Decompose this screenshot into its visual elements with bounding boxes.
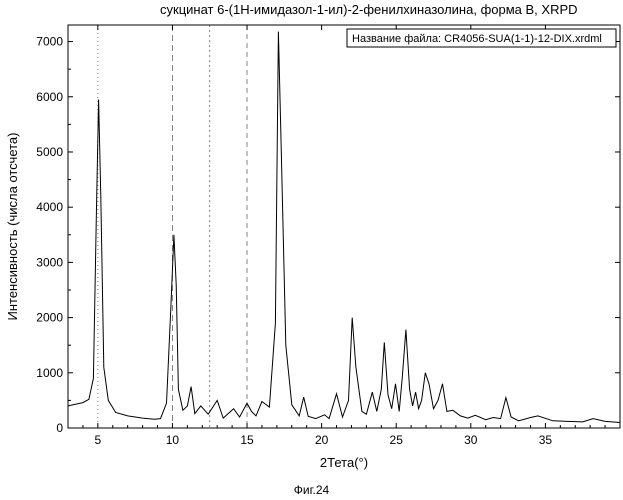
- plot-frame: [68, 25, 620, 428]
- y-tick-label-2000: 2000: [36, 311, 63, 325]
- y-tick-label-3000: 3000: [36, 255, 63, 269]
- y-tick-label-1000: 1000: [36, 366, 63, 380]
- grid-lines: [98, 25, 247, 428]
- x-tick-label-20: 20: [315, 433, 329, 447]
- y-tick-label-7000: 7000: [36, 35, 63, 49]
- x-tick-label-5: 5: [94, 433, 101, 447]
- y-tick-label-4000: 4000: [36, 200, 63, 214]
- axis-ticks: 5 10 15 20 25 30 35 0 1000 2000 3000 4000 5000 6000 70…: [36, 25, 620, 447]
- legend-box: Название файла: CR4056-SUA(1-1)-12-DIX.x…: [347, 29, 616, 47]
- y-tick-label-6000: 6000: [36, 90, 63, 104]
- figure-caption: Фиг.24: [0, 483, 623, 497]
- x-tick-label-25: 25: [390, 433, 404, 447]
- x-tick-label-30: 30: [464, 433, 478, 447]
- x-tick-label-35: 35: [539, 433, 553, 447]
- y-axis-label: Интенсивность (числа отсчета): [5, 133, 20, 321]
- legend-file-name: Название файла: CR4056-SUA(1-1)-12-DIX.x…: [352, 33, 602, 45]
- y-tick-label-5000: 5000: [36, 145, 63, 159]
- x-tick-label-10: 10: [166, 433, 180, 447]
- x-tick-label-15: 15: [240, 433, 254, 447]
- xrpd-pattern-line: [68, 32, 620, 423]
- y-tick-label-0: 0: [56, 421, 63, 435]
- x-axis-label: 2Тета(°): [320, 455, 368, 470]
